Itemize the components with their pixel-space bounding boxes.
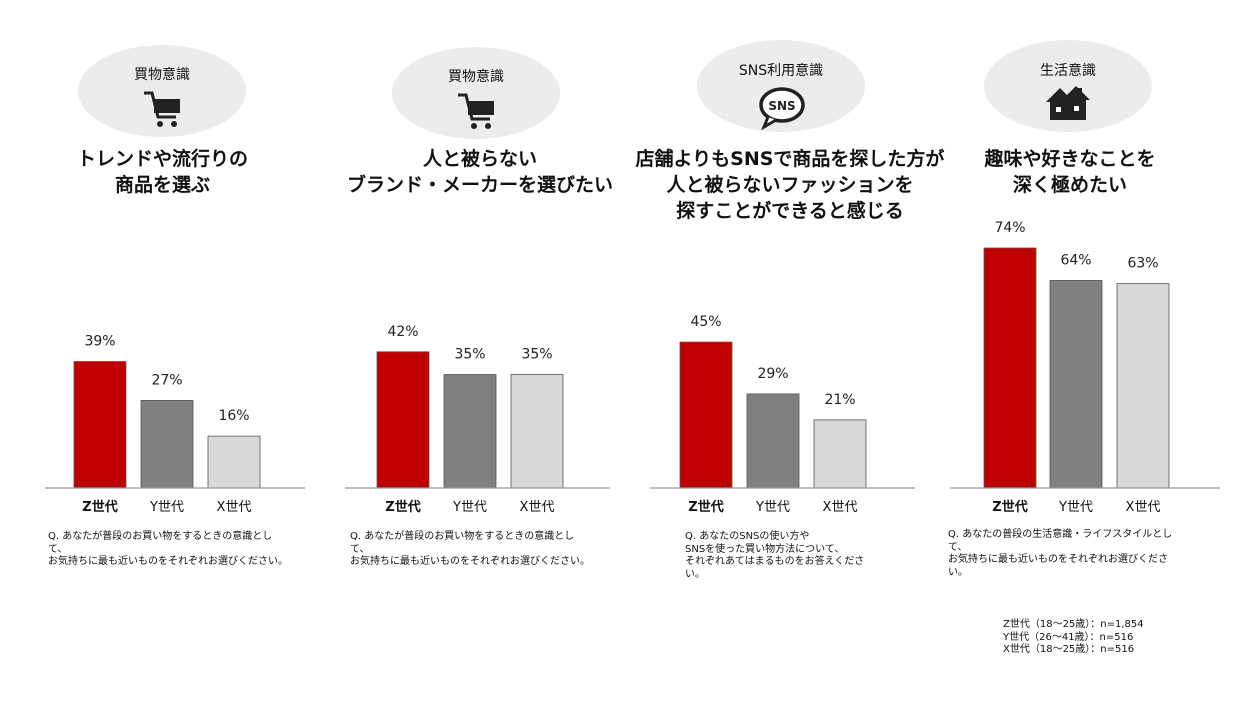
headline-line: 人と被らない [422, 148, 537, 170]
panel-unique-brand: 買物意識 人と被らない ブランド・メーカーを選びたい Q. あなたが普段のお買い… [335, 0, 635, 702]
question-text: Q. あなたのSNSの使い方や SNSを使った買い物方法について、 それぞれあて… [685, 531, 864, 581]
category-tick-label: Y世代 [1058, 500, 1093, 515]
category-label: 生活意識 [1040, 63, 1096, 79]
category-tick-label: Z世代 [992, 499, 1027, 515]
headline-line: トレンドや流行りの [76, 148, 248, 170]
category-oval [78, 45, 246, 137]
sample-sizes: Z世代（18～25歳）：n=1,854 Y世代（26～41歳）：n=516 X世… [1003, 619, 1144, 657]
value-label: 63% [1127, 256, 1158, 272]
bar-y [140, 400, 194, 489]
bar-z [73, 361, 127, 489]
category-oval [392, 47, 560, 139]
question-line: Q. あなたが普段のお買い物をするときの意識とし [48, 531, 273, 542]
bar-x [1116, 283, 1170, 489]
value-label: 42% [387, 324, 418, 340]
question-line: て、 [948, 541, 968, 553]
headline: 人と被らない ブランド・メーカーを選びたい [335, 146, 625, 198]
category-tick-label: X世代 [217, 500, 252, 515]
question-text: Q. あなたが普段のお買い物をするときの意識とし て、 お気持ちに最も近いものを… [48, 531, 288, 569]
question-line: Q. あなたのSNSの使い方や [685, 531, 810, 542]
value-label: 27% [151, 372, 182, 388]
question-line: SNSを使った買い物方法について、 [685, 543, 845, 555]
question-line: て、 [48, 543, 68, 555]
category-tick-label: X世代 [520, 500, 555, 515]
headline-line: ブランド・メーカーを選びたい [346, 174, 613, 196]
chart-4: 74% Z世代 64% Y世代 63% X世代 [950, 220, 1220, 515]
category-label: 買物意識 [134, 67, 190, 83]
headline-line: 商品を選ぶ [114, 174, 210, 196]
question-line: お気持ちに最も近いものをそれぞれお選びください。 [350, 556, 590, 567]
panel-sns: SNS利用意識 SNS 店舗よりもSNSで商品を探した方が 人と被らないファッシ… [625, 0, 955, 702]
sample-size-line: X世代（18～25歳）：n=516 [1003, 644, 1135, 655]
headline: 趣味や好きなことを 深く極めたい [940, 146, 1200, 198]
question-line: Q. あなたが普段のお買い物をするときの意識とし [350, 531, 575, 542]
chart-3: 45% Z世代 29% Y世代 21% X世代 [650, 314, 915, 515]
value-label: 64% [1060, 252, 1091, 268]
value-label: 74% [994, 220, 1025, 236]
chart-1: 39% Z世代 27% Y世代 16% X世代 [45, 334, 305, 515]
question-line: い。 [685, 568, 705, 580]
question-line: それぞれあてはまるものをお答えくださ [685, 556, 865, 567]
bar-z [679, 341, 733, 489]
headline: トレンドや流行りの 商品を選ぶ [40, 146, 285, 198]
value-label: 45% [690, 314, 721, 330]
question-line: い。 [948, 566, 968, 578]
question-text: Q. あなたの普段の生活意識・ライフスタイルとし て、 お気持ちに最も近いものを… [948, 529, 1172, 579]
bar-y [746, 393, 800, 489]
value-label: 35% [454, 346, 485, 362]
value-label: 21% [824, 392, 855, 408]
category-tick-label: Z世代 [385, 499, 420, 515]
question-line: て、 [350, 543, 370, 555]
headline-line: 趣味や好きなことを [984, 148, 1156, 170]
category-label: 買物意識 [448, 69, 504, 85]
value-label: 39% [84, 334, 115, 350]
category-tick-label: Y世代 [149, 500, 184, 515]
headline-line: 店舗よりもSNSで商品を探した方が [635, 148, 945, 170]
category-tick-label: Z世代 [688, 499, 723, 515]
sample-size-line: Y世代（26～41歳）：n=516 [1003, 631, 1134, 643]
headline-line: 深く極めたい [1012, 174, 1127, 196]
category-tick-label: X世代 [823, 500, 858, 515]
headline-line: 探すことができると感じる [676, 200, 904, 222]
bar-z [983, 247, 1037, 489]
question-line: お気持ちに最も近いものをそれぞれお選びくださ [948, 554, 1168, 565]
panel-hobby: 生活意識 趣味や好きなことを 深く極めたい Q. あなたの普段の生活意識・ライフ… [940, 0, 1240, 702]
panel-trend: 買物意識 トレンドや流行りの 商品を選ぶ Q. あなたが普段のお買い物をするとき… [40, 0, 300, 702]
headline: 店舗よりもSNSで商品を探した方が 人と被らないファッションを 探すことができる… [625, 146, 955, 224]
bar-x [813, 419, 867, 489]
house-icon [1046, 86, 1090, 120]
category-tick-label: Z世代 [82, 499, 117, 515]
sns-bubble-icon: SNS [759, 87, 805, 130]
category-tick-label: Y世代 [452, 500, 487, 515]
shopping-cart-icon [458, 93, 494, 129]
value-label: 29% [757, 366, 788, 382]
sample-size-line: Z世代（18～25歳）：n=1,854 [1003, 619, 1144, 630]
category-tick-label: Y世代 [755, 500, 790, 515]
chart-2: 42% Z世代 35% Y世代 35% X世代 [345, 324, 610, 515]
question-line: お気持ちに最も近いものをそれぞれお選びください。 [48, 556, 288, 567]
question-text: Q. あなたが普段のお買い物をするときの意識とし て、 お気持ちに最も近いものを… [350, 531, 590, 569]
bar-x [510, 374, 564, 489]
bar-z [376, 351, 430, 489]
value-label: 35% [521, 346, 552, 362]
category-tick-label: X世代 [1126, 500, 1161, 515]
question-line: Q. あなたの普段の生活意識・ライフスタイルとし [948, 529, 1173, 540]
value-label: 16% [218, 408, 249, 424]
bar-x [207, 435, 261, 489]
category-label: SNS利用意識 [738, 63, 824, 79]
bar-y [443, 374, 497, 489]
headline-line: 人と被らないファッションを [666, 174, 914, 196]
svg-text:SNS: SNS [768, 99, 795, 113]
bar-y [1049, 280, 1103, 489]
shopping-cart-icon [144, 91, 180, 127]
